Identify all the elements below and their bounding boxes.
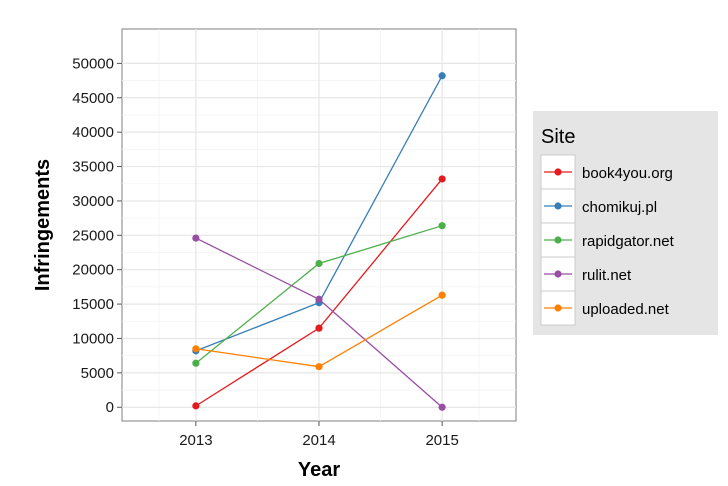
data-point-chomikuj-pl <box>438 72 446 80</box>
legend-label-chomikuj-pl: chomikuj.pl <box>582 199 657 216</box>
legend-label-rulit-net: rulit.net <box>582 267 632 284</box>
x-axis: 2013 2014 2015 <box>179 421 459 449</box>
y-tick-label: 30000 <box>72 193 114 210</box>
y-axis: 0 5000 10000 15000 20000 25000 30000 35000 40000… <box>72 55 122 416</box>
x-tick-label: 2015 <box>425 432 458 449</box>
y-tick-label: 35000 <box>72 159 114 176</box>
y-tick-label: 45000 <box>72 90 114 107</box>
data-point-rulit-net <box>315 295 323 303</box>
y-tick-label: 25000 <box>72 227 114 244</box>
legend-key-point <box>554 168 562 176</box>
legend-key-point <box>554 202 562 210</box>
data-point-rulit-net <box>192 234 200 242</box>
data-point-rulit-net <box>438 403 446 411</box>
y-tick-label: 10000 <box>72 330 114 347</box>
data-point-uploaded-net <box>192 345 200 353</box>
legend-label-uploaded-net: uploaded.net <box>582 301 670 318</box>
legend-key-point <box>554 304 562 312</box>
y-tick-label: 50000 <box>72 55 114 72</box>
series-lines <box>192 72 446 411</box>
legend-label-book4you-org: book4you.org <box>582 165 673 182</box>
data-point-book4you-org <box>192 402 200 410</box>
data-point-rapidgator-net <box>315 259 323 268</box>
legend-label-rapidgator-net: rapidgator.net <box>582 233 675 250</box>
data-point-rapidgator-net <box>192 359 200 367</box>
data-point-book4you-org <box>438 175 446 183</box>
y-tick-label: 40000 <box>72 124 114 141</box>
y-tick-label: 5000 <box>81 365 114 382</box>
x-axis-title: Year <box>298 459 340 481</box>
y-tick-label: 15000 <box>72 296 114 313</box>
legend: Site book4you.org chomikuj.pl rapidgator.n… <box>533 111 718 335</box>
data-point-uploaded-net <box>438 291 446 299</box>
y-axis-title: Infringements <box>32 159 54 291</box>
legend-title: Site <box>541 126 575 148</box>
grid-lines <box>122 29 516 421</box>
y-tick-label: 0 <box>106 399 114 416</box>
y-tick-label: 20000 <box>72 262 114 279</box>
legend-key-point <box>554 236 562 244</box>
legend-key-point <box>554 270 562 278</box>
data-point-uploaded-net <box>315 363 323 371</box>
data-point-rapidgator-net <box>438 222 446 230</box>
data-point-book4you-org <box>315 324 323 332</box>
x-tick-label: 2013 <box>179 432 212 449</box>
x-tick-label: 2014 <box>302 432 335 449</box>
